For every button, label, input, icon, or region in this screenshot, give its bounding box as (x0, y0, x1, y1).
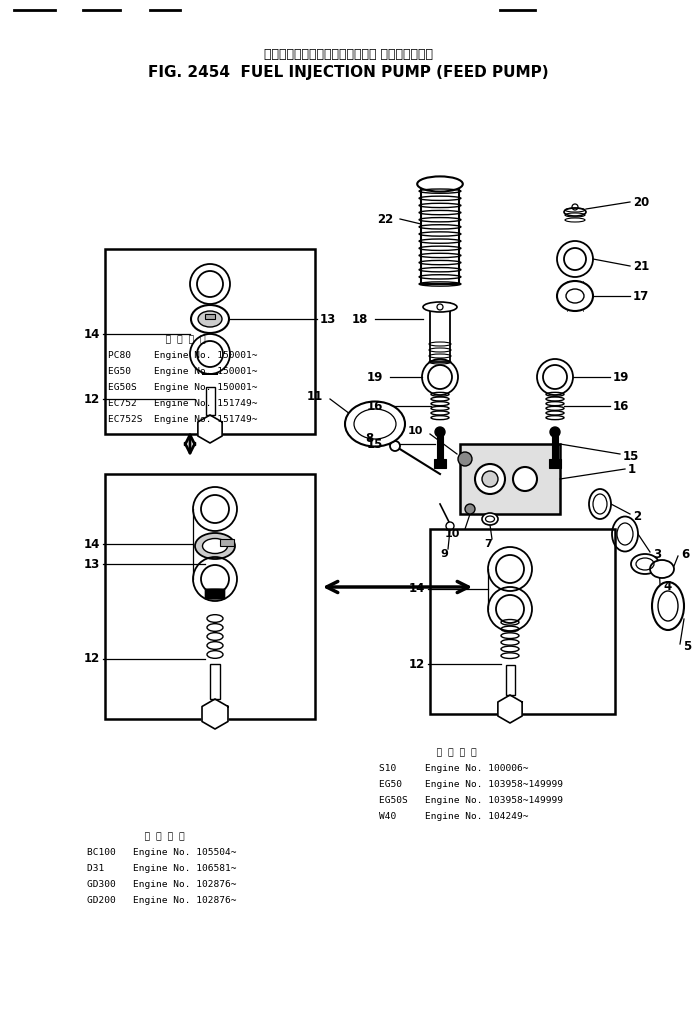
Ellipse shape (195, 533, 235, 559)
Text: GD300   Engine No. 102876~: GD300 Engine No. 102876~ (87, 880, 237, 889)
Circle shape (446, 522, 454, 530)
Text: 9: 9 (440, 549, 448, 559)
Ellipse shape (631, 554, 659, 574)
Text: 15: 15 (367, 437, 383, 450)
Text: 1: 1 (628, 462, 636, 476)
Bar (549, 459, 561, 468)
Text: 適 用 号 番: 適 用 号 番 (379, 748, 477, 756)
Ellipse shape (203, 538, 228, 554)
Text: EC752   Engine No. 151749~: EC752 Engine No. 151749~ (108, 400, 258, 409)
Text: 16: 16 (367, 400, 383, 413)
Bar (220, 539, 234, 546)
Text: 4: 4 (663, 579, 671, 592)
Bar (434, 459, 446, 468)
Text: 適 用 号 番: 適 用 号 番 (108, 336, 205, 344)
Bar (205, 314, 215, 319)
Circle shape (435, 427, 445, 437)
Text: 19: 19 (613, 370, 629, 383)
Polygon shape (498, 695, 522, 723)
Text: EG50    Engine No. 103958~149999: EG50 Engine No. 103958~149999 (379, 780, 563, 789)
Polygon shape (202, 699, 228, 729)
Text: 6: 6 (681, 548, 689, 561)
Text: D31     Engine No. 106581~: D31 Engine No. 106581~ (87, 864, 237, 873)
Ellipse shape (612, 516, 638, 552)
Bar (437, 432, 443, 462)
Text: 12: 12 (409, 657, 425, 670)
Circle shape (475, 464, 505, 494)
Text: 14: 14 (409, 582, 425, 595)
Text: 7: 7 (484, 539, 492, 549)
Ellipse shape (557, 281, 593, 311)
Text: EG50S   Engine No. 150001~: EG50S Engine No. 150001~ (108, 383, 258, 392)
Text: GD200   Engine No. 102876~: GD200 Engine No. 102876~ (87, 896, 237, 906)
Text: 3: 3 (653, 548, 661, 561)
Ellipse shape (650, 560, 674, 578)
Bar (552, 432, 558, 462)
Bar (105, 474, 315, 719)
Ellipse shape (417, 176, 463, 192)
Circle shape (513, 467, 537, 491)
Text: BC100   Engine No. 105504~: BC100 Engine No. 105504~ (87, 848, 237, 857)
Circle shape (482, 470, 498, 487)
Text: 10: 10 (445, 529, 460, 539)
Text: EG50    Engine No. 150001~: EG50 Engine No. 150001~ (108, 367, 258, 376)
Text: 14: 14 (84, 328, 100, 341)
Ellipse shape (652, 582, 684, 630)
Text: 5: 5 (683, 641, 691, 653)
Text: 17: 17 (633, 290, 649, 302)
Text: 21: 21 (633, 260, 649, 273)
Text: 19: 19 (367, 370, 383, 383)
Text: 12: 12 (84, 392, 100, 406)
Ellipse shape (589, 489, 611, 519)
Text: 13: 13 (320, 312, 336, 325)
Bar (105, 249, 315, 434)
Text: フェエルインジェクションポンプ フィードポンプ: フェエルインジェクションポンプ フィードポンプ (264, 48, 432, 61)
Text: PC80    Engine No. 150001~: PC80 Engine No. 150001~ (108, 351, 258, 360)
Text: S10     Engine No. 100006~: S10 Engine No. 100006~ (379, 764, 529, 773)
Text: 18: 18 (351, 312, 368, 325)
Text: 11: 11 (307, 389, 323, 403)
Circle shape (458, 452, 472, 466)
Text: EG50S   Engine No. 103958~149999: EG50S Engine No. 103958~149999 (379, 796, 563, 805)
Text: 12: 12 (84, 652, 100, 665)
Bar (430, 307, 450, 362)
Text: 22: 22 (377, 213, 393, 225)
Ellipse shape (423, 302, 457, 312)
Ellipse shape (482, 513, 498, 525)
Bar (205, 387, 214, 415)
Bar (430, 529, 615, 714)
Ellipse shape (564, 208, 586, 216)
Text: W40     Engine No. 104249~: W40 Engine No. 104249~ (379, 812, 529, 821)
Bar (210, 664, 220, 699)
Bar (460, 444, 560, 514)
Ellipse shape (198, 311, 222, 327)
Circle shape (390, 441, 400, 451)
Text: 16: 16 (613, 400, 629, 413)
Text: 14: 14 (84, 537, 100, 551)
Text: 適 用 号 番: 適 用 号 番 (87, 832, 184, 841)
Bar (505, 665, 514, 695)
Text: EC752S  Engine No. 151749~: EC752S Engine No. 151749~ (108, 415, 258, 424)
Text: 20: 20 (633, 196, 649, 209)
Ellipse shape (345, 402, 405, 446)
Text: 8: 8 (365, 432, 373, 444)
Circle shape (550, 427, 560, 437)
Text: 2: 2 (633, 509, 641, 522)
Text: 13: 13 (84, 558, 100, 571)
Circle shape (465, 504, 475, 514)
Text: 10: 10 (408, 426, 423, 436)
Text: 15: 15 (623, 449, 640, 462)
Text: FIG. 2454  FUEL INJECTION PUMP (FEED PUMP): FIG. 2454 FUEL INJECTION PUMP (FEED PUMP… (148, 65, 548, 79)
Polygon shape (198, 415, 222, 443)
Ellipse shape (191, 305, 229, 333)
